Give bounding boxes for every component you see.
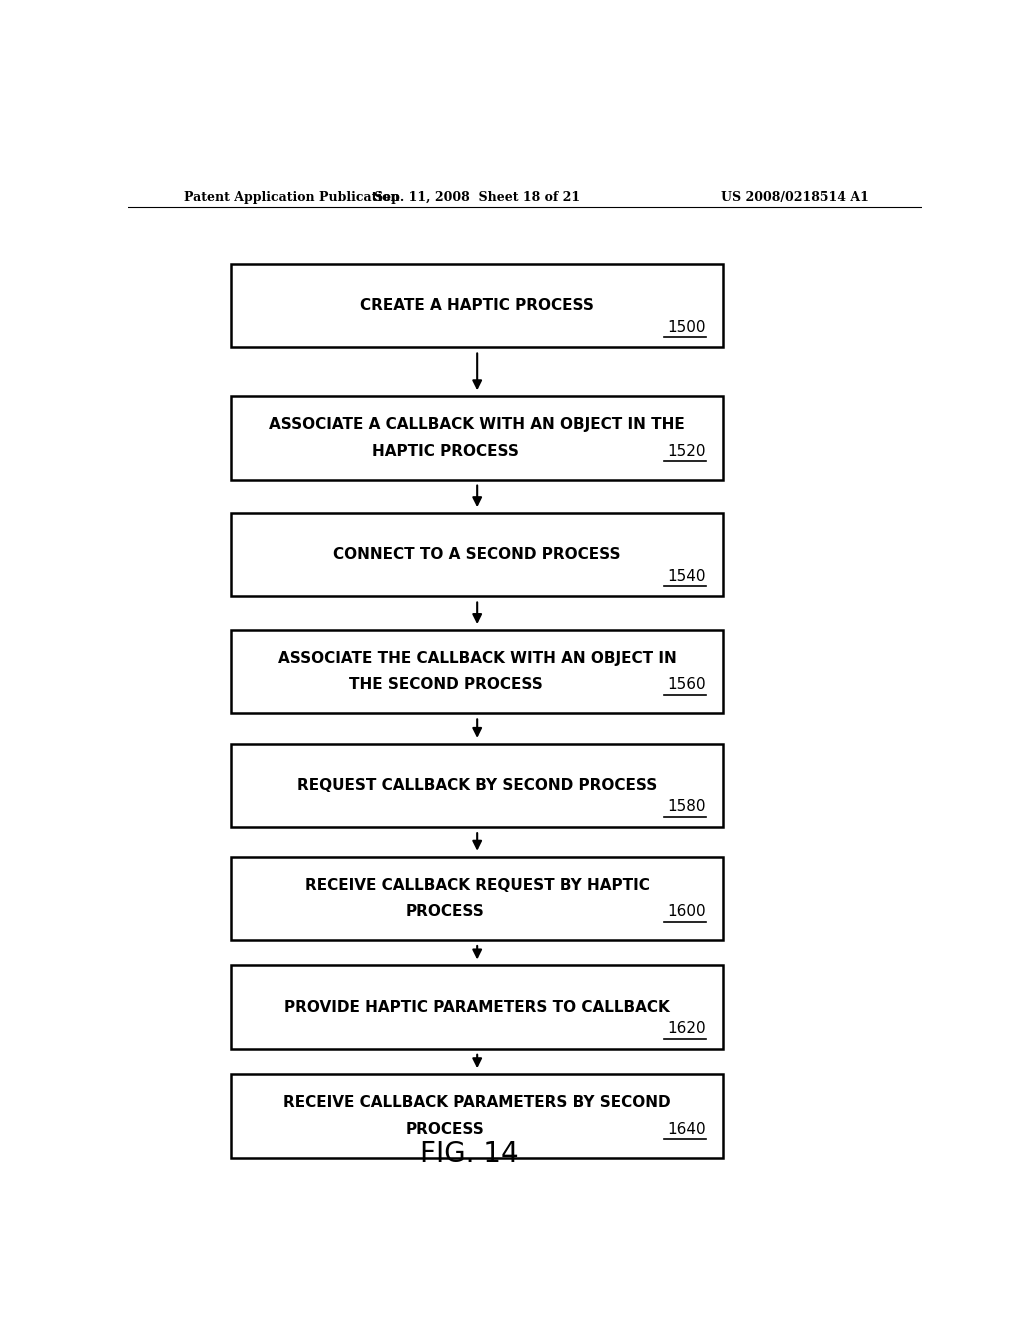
Text: PROCESS: PROCESS: [407, 1122, 484, 1137]
Text: ASSOCIATE A CALLBACK WITH AN OBJECT IN THE: ASSOCIATE A CALLBACK WITH AN OBJECT IN T…: [269, 417, 685, 432]
Text: 1560: 1560: [667, 677, 706, 693]
Text: 1520: 1520: [668, 444, 706, 458]
Text: 1540: 1540: [668, 569, 706, 583]
Bar: [231, 513, 723, 597]
Text: ASSOCIATE THE CALLBACK WITH AN OBJECT IN: ASSOCIATE THE CALLBACK WITH AN OBJECT IN: [278, 651, 677, 667]
Text: RECEIVE CALLBACK PARAMETERS BY SECOND: RECEIVE CALLBACK PARAMETERS BY SECOND: [284, 1096, 671, 1110]
Bar: [231, 857, 723, 940]
Text: Patent Application Publication: Patent Application Publication: [183, 190, 399, 203]
Text: 1620: 1620: [667, 1020, 706, 1036]
Text: HAPTIC PROCESS: HAPTIC PROCESS: [372, 444, 519, 458]
Text: US 2008/0218514 A1: US 2008/0218514 A1: [721, 190, 868, 203]
Bar: [231, 264, 723, 347]
Text: PROCESS: PROCESS: [407, 904, 484, 919]
Text: 1600: 1600: [667, 904, 706, 919]
Text: THE SECOND PROCESS: THE SECOND PROCESS: [348, 677, 543, 693]
Text: 1640: 1640: [667, 1122, 706, 1137]
Text: 1580: 1580: [668, 800, 706, 814]
Text: REQUEST CALLBACK BY SECOND PROCESS: REQUEST CALLBACK BY SECOND PROCESS: [297, 777, 657, 793]
Text: CONNECT TO A SECOND PROCESS: CONNECT TO A SECOND PROCESS: [334, 548, 621, 562]
Text: RECEIVE CALLBACK REQUEST BY HAPTIC: RECEIVE CALLBACK REQUEST BY HAPTIC: [305, 878, 649, 892]
Bar: [231, 630, 723, 713]
Bar: [231, 965, 723, 1049]
Bar: [231, 744, 723, 828]
Bar: [231, 1074, 723, 1158]
Text: 1500: 1500: [668, 319, 706, 335]
Text: CREATE A HAPTIC PROCESS: CREATE A HAPTIC PROCESS: [360, 298, 594, 313]
Bar: [231, 396, 723, 479]
Text: Sep. 11, 2008  Sheet 18 of 21: Sep. 11, 2008 Sheet 18 of 21: [374, 190, 581, 203]
Text: PROVIDE HAPTIC PARAMETERS TO CALLBACK: PROVIDE HAPTIC PARAMETERS TO CALLBACK: [285, 999, 670, 1015]
Text: FIG. 14: FIG. 14: [420, 1140, 518, 1168]
